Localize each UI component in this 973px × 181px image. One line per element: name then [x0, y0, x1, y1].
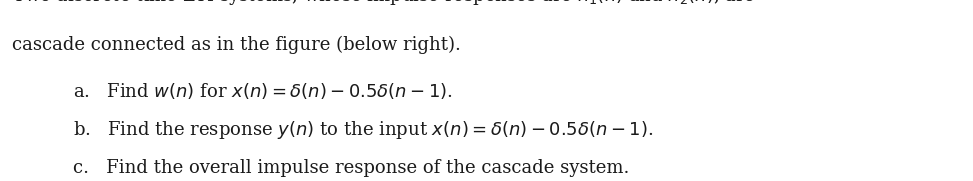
- Text: b.   Find the response $y(n)$ to the input $x(n)=\delta(n)-0.5\delta(n-1)$.: b. Find the response $y(n)$ to the input…: [73, 119, 654, 141]
- Text: cascade connected as in the figure (below right).: cascade connected as in the figure (belo…: [12, 36, 460, 54]
- Text: c.   Find the overall impulse response of the cascade system.: c. Find the overall impulse response of …: [73, 159, 630, 177]
- Text: a.   Find $w(n)$ for $x(n)=\delta(n)-0.5\delta(n-1)$.: a. Find $w(n)$ for $x(n)=\delta(n)-0.5\d…: [73, 81, 452, 101]
- Text: Two discrete-time LTI systems, whose impulse responses are $h_1(n)$ and $h_2(n)$: Two discrete-time LTI systems, whose imp…: [12, 0, 755, 7]
